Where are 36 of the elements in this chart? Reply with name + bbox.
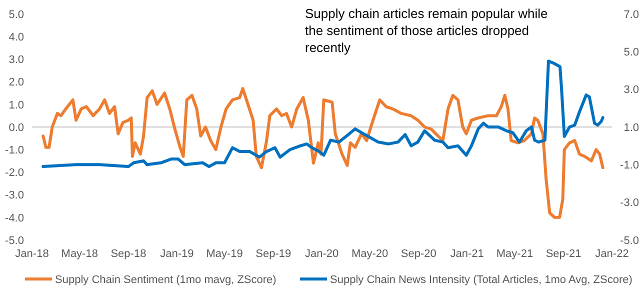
y-tick-label: -3.0: [5, 190, 24, 202]
x-tick-label: Sep-20: [400, 248, 436, 260]
x-tick-label: May-21: [496, 248, 534, 260]
y2-tick-label: -3.0: [620, 197, 639, 210]
x-tick-label: Jan-19: [160, 248, 194, 260]
y-tick-label: -5.0: [5, 234, 24, 247]
x-tick-label: May-18: [61, 248, 98, 260]
y-tick-label: -4.0: [5, 212, 24, 224]
y2-tick-label: 3.0: [624, 84, 639, 96]
y-tick-label: 2.0: [8, 76, 24, 89]
x-tick-label: May-20: [351, 248, 388, 260]
y-tick-label: 0.0: [8, 122, 24, 134]
line-series: [42, 87, 604, 219]
legend-label: Supply Chain Sentiment (1mo mavg, ZScore): [55, 274, 276, 286]
line-series: [42, 60, 604, 168]
y-tick-label: 3.0: [8, 54, 24, 66]
x-tick-label: Sep-21: [546, 248, 582, 260]
x-tick-label: Sep-18: [110, 248, 146, 260]
y2-tick-label: 7.0: [624, 8, 639, 21]
x-tick-label: Jan-22: [595, 248, 629, 260]
y-tick-label: 4.0: [8, 31, 24, 44]
y-tick-label: -2.0: [5, 167, 24, 180]
x-tick-label: Sep-19: [256, 248, 292, 260]
x-tick-label: Jan-20: [304, 248, 339, 260]
x-tick-label: Jan-21: [450, 248, 484, 260]
y2-tick-label: -5.0: [620, 234, 639, 247]
text: Supply chain articles remain popular while the sentiment of those articles dropped recently: [305, 6, 548, 55]
x-tick-label: May-19: [206, 248, 243, 260]
x-tick-label: Jan-18: [15, 248, 49, 260]
y-tick-label: 1.0: [8, 99, 24, 112]
legend-label: Supply Chain News Intensity (Total Articles, 1mo Avg, ZScore): [330, 274, 632, 286]
y2-tick-label: -1.0: [620, 160, 639, 172]
y-tick-label: 5.0: [8, 8, 24, 21]
y2-tick-label: 5.0: [624, 46, 639, 59]
y-tick-label: -1.0: [5, 144, 24, 156]
y2-tick-label: 1.0: [624, 122, 639, 134]
